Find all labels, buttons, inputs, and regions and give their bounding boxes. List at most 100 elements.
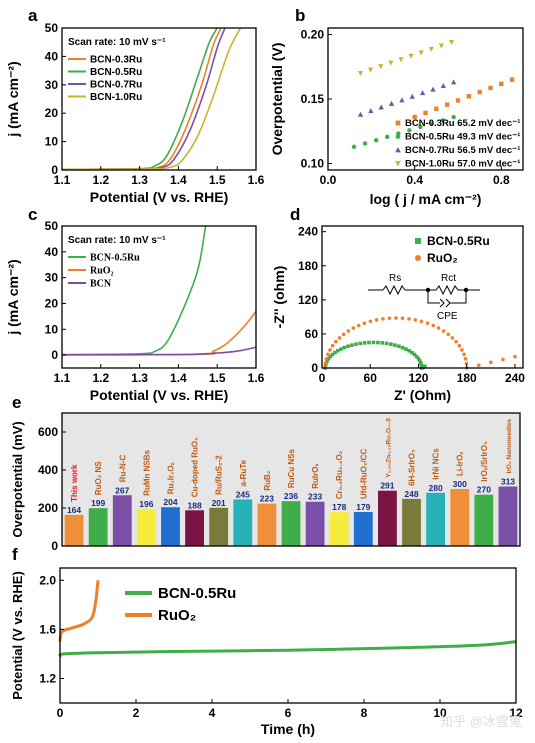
y-tick-label: 0 [51, 539, 58, 553]
data-point-RuO₂ [513, 354, 517, 359]
legend-label: BCN-0.7Ru 56.5 mV dec⁻¹ [405, 145, 520, 156]
bar-value-label: 313 [501, 477, 515, 487]
data-point-BCN-0.5Ru [328, 354, 333, 359]
bar-value-label: 188 [187, 500, 201, 510]
y-axis-label: j (mA cm⁻²) [5, 259, 21, 335]
data-point-RuO₂ [407, 317, 411, 321]
bar-Cr₀.₆Ru₀.₄O₂ [329, 512, 349, 546]
data-point-BCN-0.5Ru [412, 352, 417, 357]
bar-RuMn NSBs [136, 508, 156, 546]
legend-label: BCN-0.5Ru [90, 253, 140, 264]
legend-marker [395, 161, 401, 167]
bar-Li-IrOₓ [450, 489, 470, 546]
bar-value-label: 267 [115, 485, 129, 495]
y-tick-label: 30 [45, 78, 59, 92]
y-tick-label: 60 [305, 327, 319, 341]
bar-category-label: Ru₁Ir₁Oₓ [166, 462, 175, 494]
y-tick-label: 50 [45, 219, 59, 233]
data-point-BCN-0.5Ru [418, 359, 422, 363]
data-point-BCN-0.5Ru [416, 356, 421, 361]
x-tick-label: 180 [457, 371, 477, 385]
bar-value-label: 300 [453, 479, 467, 489]
data-point-BCN-0.5Ru [451, 114, 456, 120]
y-tick-label: 0 [51, 163, 58, 177]
data-point-BCN-0.5Ru [429, 121, 434, 126]
data-point-BCN-0.7Ru [368, 108, 374, 114]
bar-category-label: IrOₓ/SrIrO₃ [480, 441, 489, 482]
legend-label: BCN-0.5Ru [158, 585, 236, 602]
y-tick-label: 0 [311, 361, 318, 375]
data-point-BCN-0.3Ru [509, 77, 515, 82]
data-point-BCN-0.5Ru [385, 134, 390, 140]
data-point-BCN-0.5Ru [326, 356, 331, 361]
bar-Ru/RuS₂-2 [209, 507, 229, 546]
data-point-RuO₂ [463, 357, 468, 361]
y-tick-label: 180 [298, 259, 318, 273]
data-point-BCN-1.0Ru [398, 57, 404, 63]
cpe-element [439, 298, 451, 308]
bar-Y₁.₈₅Zn₀.₁₅Ru₂O₇₋δ [378, 490, 397, 546]
series-line-BCN-0.7Ru [62, 28, 226, 170]
panel-a: 1.1 1.2 1.3 1.4 1.5 1.6 0 10 20 30 40 50 Potential (… [5, 21, 265, 205]
x-tick-label: 1.1 [54, 371, 71, 385]
data-point-RuO₂ [341, 332, 346, 337]
y-tick-label: 0.15 [301, 92, 325, 106]
data-point-BCN-0.5Ru [419, 363, 424, 368]
bar-IrO₂ Nanoneedles [498, 486, 518, 546]
data-point-BCN-0.5Ru [350, 343, 354, 347]
data-point-BCN-0.7Ru [378, 104, 384, 110]
data-point-RuO₂ [454, 339, 458, 344]
data-point-BCN-0.5Ru [397, 344, 401, 349]
x-tick-label: 1.5 [209, 173, 226, 187]
data-point-BCN-0.5Ru [414, 354, 419, 359]
data-point-BCN-0.5Ru [440, 118, 445, 123]
bar-value-label: 223 [260, 494, 274, 504]
data-point-BCN-0.5Ru [358, 341, 363, 346]
bar-category-label: Li-IrOₓ [456, 452, 465, 476]
panel-letter-e: e [12, 393, 21, 412]
bar-category-label: Ru/RuS₂-2 [215, 455, 224, 495]
circuit-wire [450, 290, 467, 304]
series-line-RuO₂ [62, 310, 256, 356]
bar-category-label: IrO₂ Nanoneedles [506, 419, 513, 474]
bar-Cu-doped RuO₂ [185, 510, 204, 546]
data-point-RuO₂ [462, 352, 466, 357]
legend-label: BCN-0.5Ru [90, 67, 142, 78]
bar-value-label: 164 [67, 505, 81, 515]
panel-letter-f: f [12, 545, 18, 564]
data-point-RuO₂ [457, 343, 462, 348]
legend-label: RuO₂ [158, 607, 196, 624]
legend-label: BCN-0.7Ru [90, 80, 142, 91]
bar-category-label: Ru-N-C [118, 455, 127, 483]
data-point-BCN-0.5Ru [367, 340, 371, 345]
data-point-BCN-0.3Ru [466, 94, 472, 99]
legend-label: RuO₂ [90, 266, 114, 277]
bar-category-label: RuCu NSs [287, 448, 296, 488]
data-point-BCN-0.5Ru [323, 363, 328, 368]
y-tick-label: 1.6 [39, 622, 56, 636]
plot-frame [61, 27, 257, 171]
data-point-BCN-1.0Ru [368, 67, 374, 73]
series-line-RuO₂ [58, 580, 100, 642]
data-point-RuO₂ [326, 352, 330, 357]
data-point-RuO₂ [328, 348, 332, 352]
data-point-BCN-0.5Ru [336, 348, 340, 353]
plot-frame [321, 225, 524, 369]
x-axis-label: Time (h) [261, 721, 315, 737]
data-point-RuO₂ [337, 336, 342, 340]
bar-value-label: 291 [380, 481, 394, 491]
y-tick-label: 20 [45, 106, 59, 120]
data-point-RuO₂ [362, 321, 367, 326]
data-point-RuO₂ [464, 361, 469, 366]
data-point-BCN-0.5Ru [373, 137, 379, 143]
data-point-BCN-0.7Ru [409, 93, 415, 99]
data-point-BCN-0.5Ru [362, 341, 367, 345]
x-tick-label: 0.8 [493, 173, 510, 187]
bar-RuB₂ [257, 503, 277, 546]
data-point-RuO₂ [346, 329, 351, 333]
data-point-BCN-0.3Ru [488, 85, 493, 91]
data-point-BCN-0.5Ru [404, 347, 408, 351]
data-point-BCN-0.7Ru [420, 90, 426, 96]
circuit-label-rs: Rs [389, 273, 401, 284]
